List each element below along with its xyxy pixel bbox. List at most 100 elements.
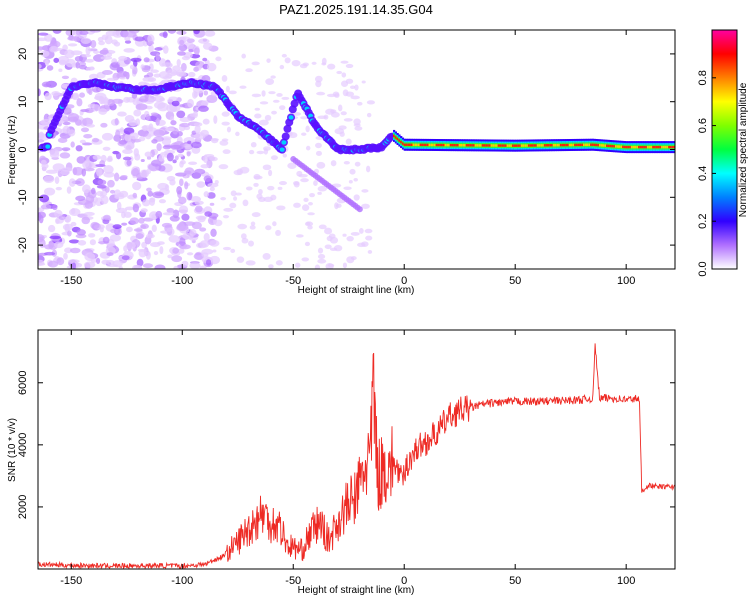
spectrogram-noise-cell: [67, 230, 72, 237]
spectrogram-noise-cell: [249, 225, 256, 230]
spectrogram-noise-cell: [316, 91, 326, 96]
spectrogram-ridge-cell: [609, 144, 612, 148]
spectrogram-noise-cell: [141, 67, 151, 73]
spectrogram-ridge-cell: [501, 144, 504, 147]
spectrogram-noise-cell: [314, 75, 323, 83]
spectrogram-noise-cell: [315, 80, 322, 88]
spectrogram-noise-cell: [200, 101, 209, 107]
spectrogram-noise-cell: [317, 254, 326, 260]
spectrogram-noise-cell: [254, 113, 262, 119]
spectrogram-noise-cell: [263, 148, 269, 155]
spectrogram-ridge-cell: [453, 143, 456, 147]
spectrogram-noise-cell: [65, 104, 75, 109]
spectrogram-noise-cell: [301, 204, 310, 212]
spectrogram-noise-cell: [80, 127, 90, 133]
spectrogram-noise-cell: [330, 160, 337, 167]
spectrogram-ridge-cell: [517, 144, 520, 147]
spectrogram-noise-cell: [353, 178, 358, 182]
spectrogram-noise-cell: [107, 155, 113, 162]
spectrogram-noise-cell: [162, 212, 175, 216]
spectrogram-ridge-cell: [524, 144, 527, 147]
spectrogram-noise-cell: [275, 229, 281, 236]
spectrogram-ridge-cell: [469, 144, 472, 147]
spectrogram-ridge-cell: [428, 143, 431, 147]
spectrogram-ridge-cell: [472, 144, 476, 147]
spectrogram-ridge-cell: [611, 144, 614, 148]
spectrogram-noise-cell: [205, 259, 212, 266]
colorbar-frame: [711, 29, 738, 270]
spectrogram-noise-cell: [354, 161, 361, 167]
spectrogram-ridge-cell: [490, 144, 493, 147]
spectrogram-ridge-cell: [504, 144, 508, 147]
spectrogram-noise-cell: [342, 89, 349, 97]
spectrogram-noise-cell: [85, 46, 91, 55]
spectrogram-noise-cell: [103, 165, 114, 174]
spectrogram-noise-cell: [51, 90, 61, 97]
spectrogram-noise-cell: [220, 196, 227, 201]
spectrogram-noise-cell: [186, 151, 191, 157]
spectrogram-noise-cell: [121, 255, 130, 261]
spectrogram-noise-cell: [166, 207, 175, 214]
spectrogram-noise-cell: [147, 190, 153, 197]
spectrogram-noise-cell: [203, 191, 209, 198]
spectrogram-noise-cell: [123, 211, 132, 218]
spectrogram-noise-cell: [174, 172, 187, 177]
spectrogram-ridge-cell: [401, 142, 405, 145]
spectrogram-noise-cell: [195, 205, 203, 213]
spectrogram-noise-cell: [239, 166, 250, 174]
spectrogram-ridge-cell: [655, 145, 658, 149]
spectrogram-noise-cell: [150, 112, 159, 116]
spectrogram-noise-cell: [251, 61, 260, 66]
spectrogram-ridge-cell: [529, 144, 532, 147]
spectrogram-noise-cell: [68, 129, 76, 137]
snr-ticks: -150 -100 -50 0 50 100 2000 4000 6000: [17, 330, 675, 587]
spectrogram-noise-cell: [42, 167, 47, 172]
spectrogram-noise-cell: [176, 185, 183, 195]
spectrogram-noise-cell: [187, 140, 192, 144]
spectrogram-noise-cell: [123, 127, 135, 135]
spectrogram-noise-cell: [162, 145, 172, 150]
spectrogram-noise-cell: [78, 65, 88, 70]
spectrogram-noise-cell: [109, 62, 120, 71]
spectrogram-noise-cell: [121, 222, 128, 226]
spectrogram-noise-cell: [194, 168, 206, 175]
spectrogram-noise-cell: [140, 223, 149, 230]
spectrogram-ridge-cell: [410, 143, 413, 146]
spectrogram-ridge-cell: [487, 144, 490, 147]
spectrogram-noise-cell: [44, 244, 54, 250]
spectrogram-noise-cell: [349, 85, 356, 90]
spectrogram-noise-cell: [181, 213, 190, 221]
spectrogram-noise-cell: [141, 241, 148, 249]
spectrogram-noise-cell: [204, 30, 216, 37]
spectrogram-noise-cell: [195, 252, 201, 256]
spectrogram-ridge-cell: [641, 145, 644, 149]
spectrogram-noise-cell: [203, 90, 209, 96]
spectrogram-noise-cell: [300, 116, 309, 120]
spectrogram-noise-cell: [239, 85, 247, 89]
spectrogram-ridge-cell: [283, 124, 292, 133]
spectrogram-ridge-cell: [591, 143, 595, 146]
spectrogram-ridge-cell: [606, 144, 609, 147]
spectrogram-noise-cell: [174, 155, 179, 161]
spectrogram-ridge-cell: [538, 144, 541, 147]
spectrogram-noise-cell: [343, 160, 350, 165]
spectrogram-noise-cell: [346, 256, 355, 264]
spectrogram-noise-cell: [106, 77, 119, 81]
spectrogram-ridge-cell: [426, 143, 429, 147]
spectrogram-noise-cell: [92, 104, 100, 112]
spectrogram-ridge-cell: [396, 137, 399, 141]
spectrogram-noise-cell: [140, 158, 145, 163]
spectrogram-noise-cell: [89, 239, 96, 246]
spectrogram-noise-cell: [340, 111, 347, 116]
spectrogram-noise-cell: [154, 264, 166, 269]
spectrogram-noise-cell: [122, 156, 132, 161]
spectrogram-ridge-cell: [281, 132, 290, 141]
spectrogram-noise-cell: [124, 36, 131, 41]
spectrogram-noise-cell: [96, 167, 103, 177]
spectrogram-noise-cell: [89, 73, 99, 80]
spectrogram-ridge-cell: [622, 145, 625, 149]
spectrogram-noise-cell: [114, 172, 120, 182]
spectrogram-noise-cell: [241, 237, 249, 244]
spectrogram-noise-cell: [147, 41, 155, 45]
spectrogram-noise-cell: [40, 159, 47, 166]
